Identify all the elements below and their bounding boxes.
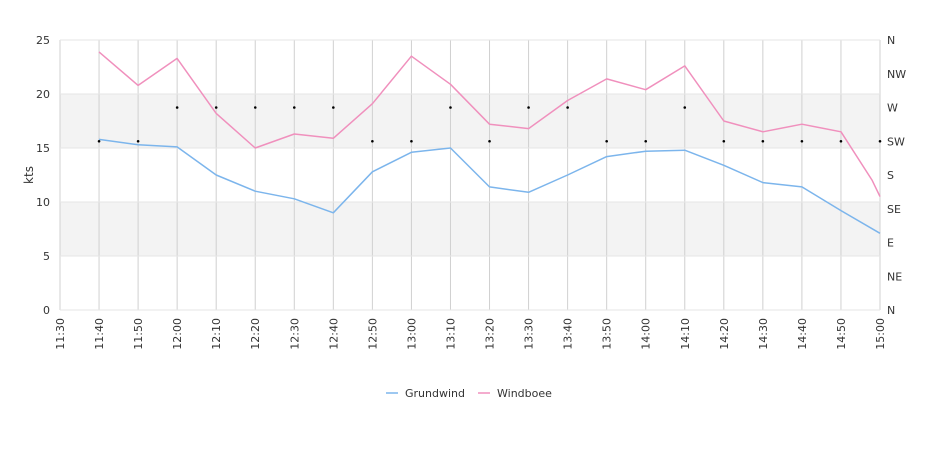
legend-item: Windboee <box>497 387 552 400</box>
x-tick-label: 13:40 <box>562 318 575 350</box>
x-tick-label: 14:40 <box>796 318 809 350</box>
x-tick-label: 14:20 <box>718 318 731 350</box>
direction-tick-label: NE <box>887 270 902 283</box>
direction-marker <box>605 139 608 143</box>
x-tick-label: 12:40 <box>327 318 340 350</box>
direction-marker <box>371 139 374 143</box>
x-tick-label: 15:00 <box>874 318 887 350</box>
y-axis-labels: 0 5 10 15 20 25 <box>36 34 50 317</box>
x-tick-label: 12:50 <box>366 318 379 350</box>
legend: Grundwind Windboee <box>386 387 552 400</box>
direction-marker <box>878 139 882 143</box>
direction-tick-label: SW <box>887 135 905 148</box>
legend-item: Grundwind <box>405 387 465 400</box>
y-tick-label: 5 <box>43 250 50 263</box>
x-tick-label: 14:50 <box>835 318 848 350</box>
direction-marker <box>410 139 413 143</box>
vertical-grid <box>59 40 881 310</box>
x-tick-label: 11:40 <box>93 318 106 350</box>
direction-tick-label: NW <box>887 68 906 81</box>
direction-marker <box>97 139 101 143</box>
direction-axis-labels: N NE E SE S SW W NW N <box>887 34 906 317</box>
x-tick-label: 14:00 <box>640 318 653 350</box>
direction-marker <box>644 139 648 143</box>
direction-marker <box>488 139 491 143</box>
direction-marker <box>800 139 804 143</box>
x-tick-label: 12:00 <box>171 318 184 350</box>
x-tick-label: 13:50 <box>601 318 614 350</box>
x-tick-label: 13:10 <box>444 318 457 350</box>
y-tick-label: 15 <box>36 142 50 155</box>
direction-marker <box>175 106 179 109</box>
series-line-grundwind <box>98 138 881 234</box>
direction-tick-label: E <box>887 237 894 250</box>
x-tick-label: 12:20 <box>249 318 262 350</box>
direction-tick-label: S <box>887 169 894 182</box>
direction-marker <box>292 106 296 109</box>
direction-marker <box>214 106 218 109</box>
x-tick-label: 13:30 <box>523 318 536 350</box>
plot-band <box>60 202 880 256</box>
direction-marker <box>449 106 452 109</box>
direction-tick-label: N <box>887 304 895 317</box>
x-tick-label: 12:30 <box>288 318 301 350</box>
horizontal-grid <box>60 39 880 311</box>
x-tick-label: 14:10 <box>679 318 692 350</box>
x-axis-labels: 11:30 11:40 11:50 12:00 12:10 12:20 12:30 12:40… <box>54 318 887 350</box>
y-tick-label: 25 <box>36 34 50 47</box>
x-tick-label: 14:30 <box>757 318 770 350</box>
plot-bands <box>60 94 880 256</box>
direction-marker <box>566 106 569 109</box>
direction-marker <box>722 139 726 143</box>
direction-marker <box>332 106 335 109</box>
y-tick-label: 0 <box>43 304 50 317</box>
direction-markers <box>97 106 882 143</box>
direction-marker <box>527 106 530 109</box>
direction-marker <box>683 106 687 109</box>
x-tick-label: 12:10 <box>210 318 223 350</box>
direction-marker <box>136 139 140 143</box>
y-tick-label: 20 <box>36 88 50 101</box>
direction-marker <box>761 139 765 143</box>
y-tick-label: 10 <box>36 196 50 209</box>
x-tick-label: 13:20 <box>484 318 497 350</box>
x-tick-label: 11:50 <box>132 318 145 350</box>
y-axis-title: kts <box>22 166 36 184</box>
x-tick-label: 13:00 <box>405 318 418 350</box>
direction-tick-label: W <box>887 102 898 115</box>
direction-marker <box>253 106 257 109</box>
direction-tick-label: SE <box>887 203 901 216</box>
direction-tick-label: N <box>887 34 895 47</box>
series-line-windboee <box>98 51 881 197</box>
series-lines <box>98 51 881 234</box>
x-tick-label: 11:30 <box>54 318 67 350</box>
direction-marker <box>839 139 843 143</box>
plot-band <box>60 94 880 148</box>
